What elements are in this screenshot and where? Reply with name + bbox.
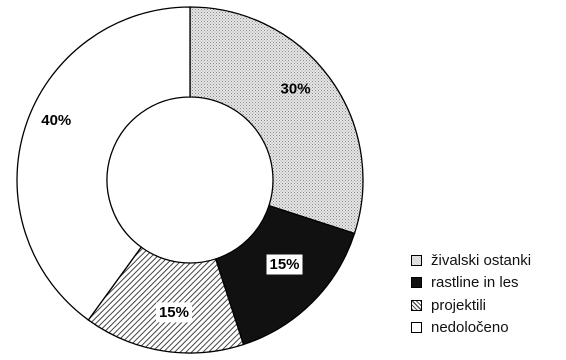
legend-item-zivalski-ostanki: živalski ostanki bbox=[411, 249, 561, 272]
slice-label-bg bbox=[266, 254, 303, 275]
slices-group bbox=[16, 6, 364, 354]
slice-label-bg bbox=[155, 302, 192, 323]
legend-swatch-empty bbox=[411, 322, 422, 334]
legend-item-rastline-in-les: rastline in les bbox=[411, 272, 561, 295]
slice-živalski-ostanki bbox=[189, 6, 364, 235]
slice-nedoločeno bbox=[16, 6, 191, 321]
legend-label: projektili bbox=[431, 296, 487, 314]
legend-swatch-solid bbox=[411, 277, 422, 289]
legend-swatch-dots bbox=[411, 254, 422, 266]
slice-label: 30% bbox=[281, 80, 311, 97]
legend: živalski ostanki rastline in les projekt… bbox=[411, 249, 561, 339]
legend-item-projektili: projektili bbox=[411, 294, 561, 317]
slice-labels-group: 30% 15% 15% 40% bbox=[41, 80, 311, 323]
slice-label: 15% bbox=[159, 304, 189, 321]
legend-label: živalski ostanki bbox=[431, 251, 532, 269]
legend-label: nedoločeno bbox=[431, 319, 509, 337]
legend-item-nedoloceno: nedoločeno bbox=[411, 317, 561, 340]
slice-label: 40% bbox=[41, 112, 71, 129]
slice-label: 15% bbox=[269, 256, 299, 273]
legend-label: rastline in les bbox=[431, 274, 519, 292]
legend-swatch-hatch bbox=[411, 299, 422, 311]
